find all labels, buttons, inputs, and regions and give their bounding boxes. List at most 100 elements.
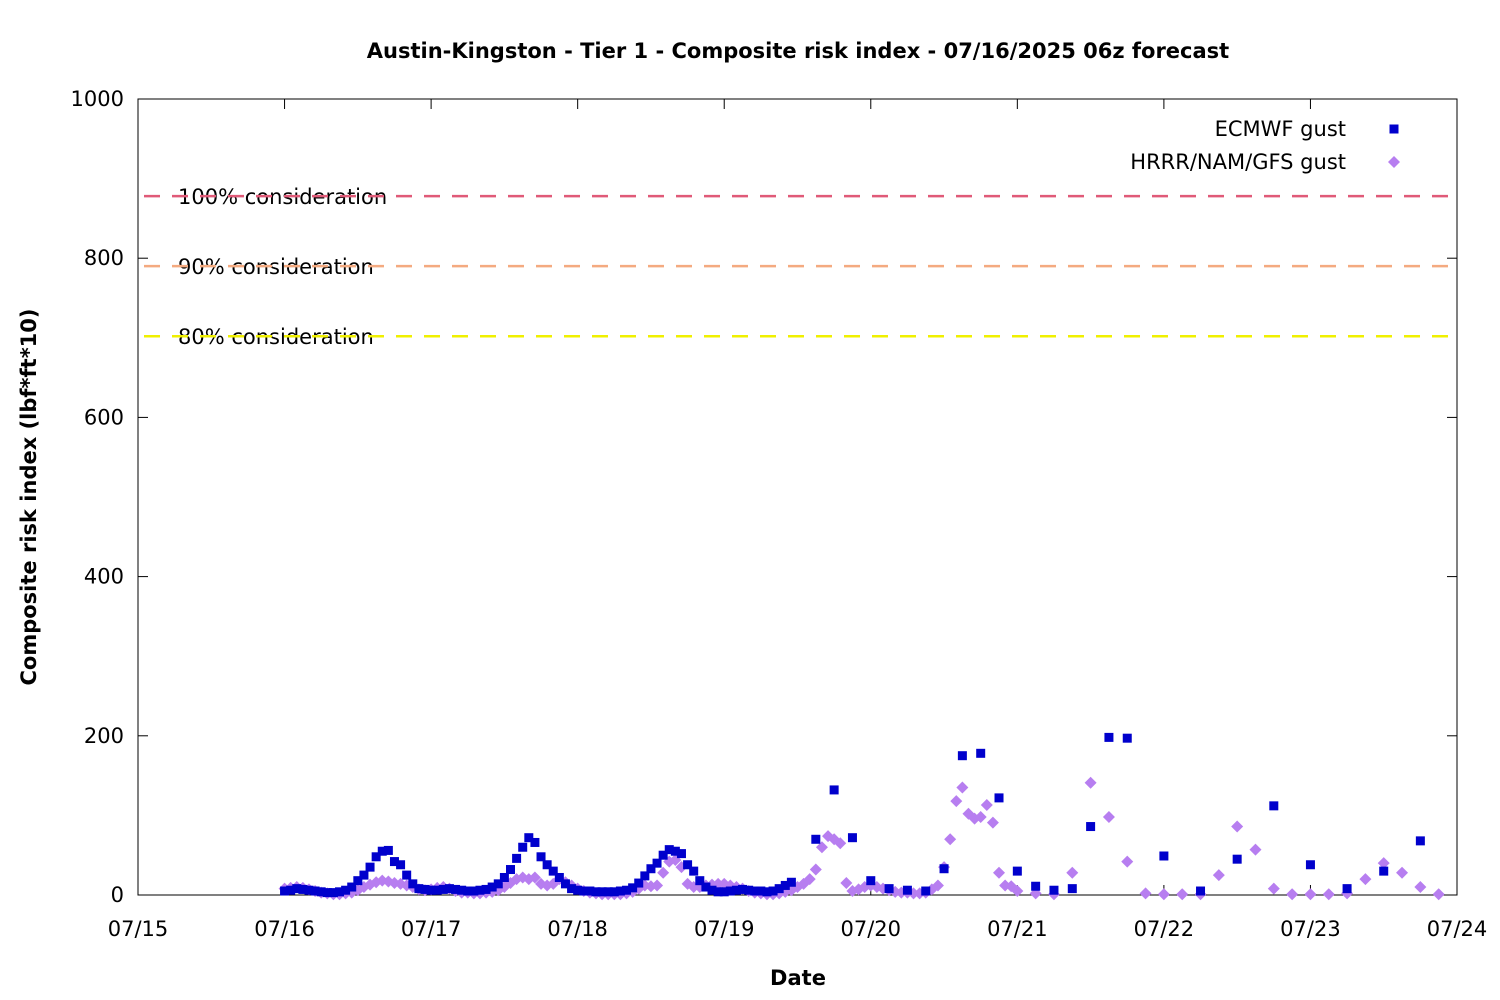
- ecmwf-point: [341, 885, 351, 895]
- hrrr-point: [1377, 857, 1390, 870]
- ecmwf-point: [683, 860, 693, 870]
- y-axis-label: Composite risk index (lbf*ft*10): [17, 308, 41, 685]
- ecmwf-point: [939, 864, 949, 874]
- ecmwf-point: [567, 884, 577, 894]
- ecmwf-point: [316, 887, 326, 897]
- ecmwf-point: [994, 793, 1004, 803]
- ecmwf-point: [371, 852, 381, 862]
- ecmwf-point: [304, 885, 314, 895]
- ecmwf-point: [280, 886, 290, 896]
- ecmwf-point: [695, 876, 705, 886]
- ecmwf-point: [487, 882, 497, 892]
- ecmwf-point: [414, 884, 424, 894]
- ecmwf-point: [512, 853, 522, 863]
- x-tick-label: 07/23: [1280, 917, 1341, 941]
- ecmwf-point: [438, 884, 448, 894]
- ecmwf-point: [530, 837, 540, 847]
- hrrr-point: [1231, 820, 1244, 833]
- ecmwf-point: [585, 886, 595, 896]
- ecmwf-point: [536, 852, 546, 862]
- ecmwf-point: [573, 885, 583, 895]
- ecmwf-point: [603, 887, 613, 897]
- ecmwf-point: [1104, 732, 1114, 742]
- hrrr-point: [944, 833, 957, 846]
- ecmwf-point: [1049, 885, 1059, 895]
- ecmwf-point: [1415, 836, 1425, 846]
- ecmwf-point: [408, 879, 418, 889]
- legend-marker: [1389, 124, 1399, 134]
- hrrr-point: [1066, 866, 1079, 879]
- hrrr-point: [1011, 885, 1024, 898]
- ecmwf-point: [1122, 733, 1132, 743]
- ecmwf-point: [884, 884, 894, 894]
- ecmwf-point: [670, 846, 680, 856]
- x-tick-label: 07/21: [987, 917, 1048, 941]
- ecmwf-point: [689, 866, 699, 876]
- hrrr-point: [956, 781, 969, 794]
- x-tick-label: 07/20: [841, 917, 902, 941]
- ecmwf-point: [377, 846, 387, 856]
- ecmwf-point: [774, 884, 784, 894]
- ecmwf-point: [1342, 884, 1352, 894]
- ecmwf-point: [444, 884, 454, 894]
- ecmwf-point: [469, 886, 479, 896]
- hrrr-point: [1286, 888, 1299, 901]
- ecmwf-point: [457, 885, 467, 895]
- data-markers: [278, 732, 1445, 901]
- hrrr-point: [1359, 873, 1372, 886]
- ecmwf-point: [719, 887, 729, 897]
- x-tick-label: 07/18: [547, 917, 608, 941]
- legend-label: HRRR/NAM/GFS gust: [1130, 150, 1346, 174]
- ecmwf-point: [493, 879, 503, 889]
- hrrr-point: [993, 866, 1006, 879]
- ecmwf-point: [750, 886, 760, 896]
- ecmwf-point: [402, 870, 412, 880]
- ecmwf-point: [432, 885, 442, 895]
- hrrr-point: [1396, 866, 1409, 879]
- y-tick-label: 600: [84, 405, 124, 429]
- ecmwf-point: [542, 860, 552, 870]
- hrrr-point: [657, 866, 670, 879]
- hrrr-point: [1139, 887, 1152, 900]
- ecmwf-point: [286, 885, 296, 895]
- legend: ECMWF gust HRRR/NAM/GFS gust: [1130, 117, 1400, 174]
- ecmwf-point: [322, 888, 332, 898]
- ecmwf-point: [420, 884, 430, 894]
- ecmwf-point: [1232, 854, 1242, 864]
- ecmwf-point: [622, 885, 632, 895]
- ecmwf-point: [762, 887, 772, 897]
- hrrr-point: [980, 799, 993, 812]
- hrrr-point: [1322, 888, 1335, 901]
- hrrr-point: [815, 841, 828, 854]
- ecmwf-point: [396, 860, 406, 870]
- hrrr-point: [840, 877, 853, 890]
- ecmwf-point: [756, 886, 766, 896]
- ecmwf-point: [1269, 801, 1279, 811]
- hrrr-point: [1157, 888, 1170, 901]
- ecmwf-point: [328, 888, 338, 898]
- hrrr-point: [803, 873, 816, 886]
- ecmwf-point: [292, 884, 302, 894]
- ecmwf-point: [1086, 822, 1096, 832]
- axis-ticks: 0 200 400 600 800 1000 07/15 07/16 07/17 07/18 07/…: [71, 87, 1488, 941]
- hrrr-point: [931, 879, 944, 892]
- x-tick-label: 07/17: [401, 917, 462, 941]
- ecmwf-point: [768, 886, 778, 896]
- ecmwf-point: [658, 850, 668, 860]
- legend-label: ECMWF gust: [1215, 117, 1346, 141]
- ecmwf-point: [560, 879, 570, 889]
- ecmwf-point: [725, 886, 735, 896]
- y-tick-label: 200: [84, 724, 124, 748]
- ecmwf-point: [1305, 860, 1315, 870]
- x-tick-label: 07/16: [254, 917, 315, 941]
- hrrr-point: [1084, 776, 1097, 789]
- x-tick-label: 07/22: [1134, 917, 1195, 941]
- hrrr-point: [1176, 888, 1189, 901]
- ecmwf-point: [383, 845, 393, 855]
- ecmwf-point: [786, 877, 796, 887]
- ecmwf-point: [1196, 886, 1206, 896]
- ecmwf-point: [634, 878, 644, 888]
- ecmwf-point: [1031, 881, 1041, 891]
- ecmwf-point: [518, 842, 528, 852]
